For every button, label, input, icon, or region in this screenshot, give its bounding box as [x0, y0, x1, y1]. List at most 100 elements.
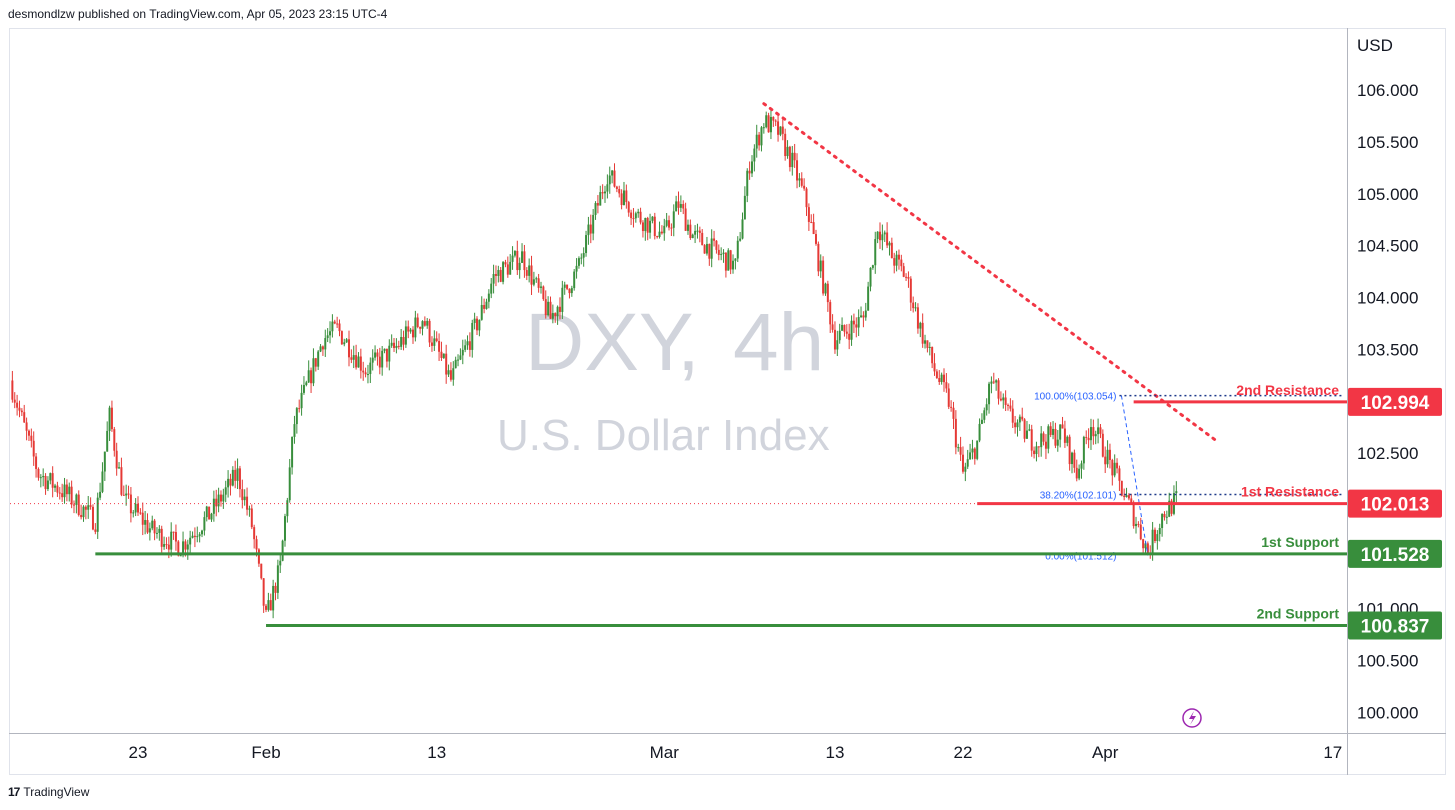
candle-body: [37, 468, 40, 478]
x-tick-label: 13: [427, 743, 446, 762]
candle-body: [494, 274, 497, 276]
candle-body: [646, 217, 649, 233]
candle-body: [132, 512, 135, 514]
candle-body: [1118, 468, 1121, 481]
candle-body: [703, 245, 706, 254]
candle-body: [182, 541, 185, 556]
candle-body: [13, 399, 16, 403]
candle-body: [1059, 424, 1062, 440]
candle-body: [864, 310, 867, 318]
candle-body: [210, 513, 213, 520]
candle-body: [736, 240, 739, 259]
candle-body: [148, 528, 151, 533]
candle-body: [732, 260, 735, 270]
candle-body: [229, 478, 232, 486]
candle-body: [857, 317, 860, 328]
x-tick-label: Mar: [650, 743, 680, 762]
candle-body: [568, 288, 571, 294]
candle-body: [184, 541, 187, 550]
candle-body: [246, 496, 249, 510]
candle-body: [819, 260, 822, 272]
candle-body: [722, 252, 725, 254]
candle-body: [724, 252, 727, 271]
candle-body: [1087, 437, 1090, 441]
candle-body: [701, 232, 704, 246]
candle-body: [594, 203, 597, 215]
candle-body: [291, 436, 294, 468]
candle-body: [144, 520, 147, 525]
candle-body: [897, 254, 900, 260]
candle-body: [814, 234, 817, 244]
level-name: 1st Support: [1261, 534, 1339, 550]
candle-body: [426, 320, 429, 326]
candle-body: [528, 265, 531, 276]
candle-body: [1097, 427, 1100, 435]
candle-body: [874, 239, 877, 266]
candle-body: [582, 253, 585, 258]
candle-body: [231, 469, 234, 486]
candle-body: [312, 358, 315, 384]
candle-body: [262, 578, 265, 606]
candle-body: [677, 201, 680, 208]
candle-body: [824, 283, 827, 294]
candle-body: [997, 380, 1000, 399]
candle-body: [1073, 452, 1076, 468]
candle-body: [1139, 524, 1142, 540]
candle-body: [279, 560, 282, 566]
candle-body: [457, 359, 460, 361]
candle-body: [1014, 422, 1017, 428]
candle-body: [558, 306, 561, 312]
candle-body: [82, 506, 85, 518]
y-tick-label: 103.500: [1357, 340, 1418, 359]
candle-body: [651, 216, 654, 221]
candle-body: [1011, 408, 1014, 423]
candle-body: [1033, 450, 1036, 455]
candle-body: [44, 475, 47, 490]
candle-body: [890, 242, 893, 259]
alert-icon[interactable]: [1182, 708, 1202, 728]
candle-body: [1028, 429, 1031, 431]
candle-body: [80, 514, 83, 518]
y-tick-label: 106.000: [1357, 81, 1418, 100]
candle-body: [850, 320, 853, 340]
candle-body: [976, 440, 979, 459]
candle-body: [746, 170, 749, 196]
candle-body: [20, 410, 23, 413]
candle-body: [118, 467, 121, 469]
tradingview-logo-icon: 17: [8, 785, 20, 799]
candle-body: [174, 532, 177, 542]
candle-body: [525, 270, 528, 276]
candle-body: [122, 494, 125, 496]
candle-body: [753, 148, 756, 162]
candle-body: [966, 459, 969, 467]
candle-body: [1025, 430, 1028, 439]
x-tick-label: 13: [825, 743, 844, 762]
candle-body: [876, 231, 879, 240]
candle-body: [371, 357, 374, 363]
candle-body: [433, 338, 436, 346]
y-tick-label: 104.000: [1357, 289, 1418, 308]
candle-body: [153, 520, 156, 534]
x-tick-label: 22: [954, 743, 973, 762]
candle-body: [916, 307, 919, 329]
candle-body: [400, 336, 403, 347]
candle-body: [395, 345, 398, 348]
candle-body: [163, 544, 166, 547]
candle-body: [27, 430, 30, 436]
candle-body: [845, 331, 848, 334]
candle-body: [201, 530, 204, 535]
candle-body: [516, 250, 519, 271]
candle-body: [938, 377, 941, 382]
candle-body: [758, 134, 761, 146]
candle-body: [971, 448, 974, 453]
x-tick-label: Apr: [1092, 743, 1119, 762]
candle-body: [416, 317, 419, 327]
candle-body: [1035, 446, 1038, 455]
candle-body: [1075, 467, 1078, 479]
candle-body: [234, 469, 237, 481]
candle-body: [1113, 462, 1116, 476]
candle-body: [959, 447, 962, 455]
footer: 17 TradingView: [8, 785, 89, 799]
candle-body: [343, 342, 346, 345]
